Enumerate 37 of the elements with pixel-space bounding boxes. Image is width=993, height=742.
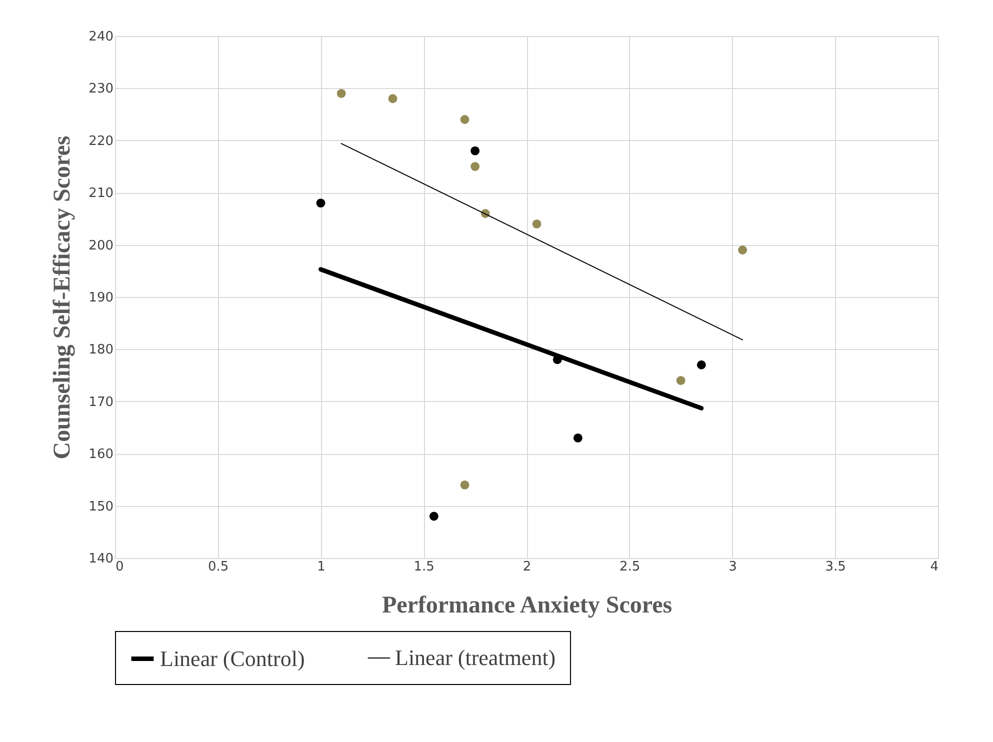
y-tick-label: 210 — [88, 186, 114, 202]
y-tick-label: 150 — [88, 499, 114, 514]
y-axis-title: Counseling Self-Efficacy Scores — [50, 136, 76, 460]
x-tick-label: 1 — [317, 560, 326, 574]
x-tick-label: 4 — [930, 560, 938, 574]
point — [460, 115, 470, 124]
x-tick-label: 2 — [522, 560, 532, 574]
y-tick-label: 220 — [88, 134, 114, 149]
point — [460, 480, 470, 490]
x-axis-title: Performance Anxiety Scores — [382, 592, 672, 618]
y-tick-label: 160 — [88, 447, 114, 462]
point — [696, 360, 706, 370]
point — [316, 198, 326, 208]
y-tick-label: 140 — [88, 552, 114, 566]
y-tick-label: 180 — [88, 342, 114, 358]
x-tick-label: 0 — [116, 560, 124, 574]
point — [532, 219, 542, 228]
point — [470, 162, 480, 171]
x-tick-label: 3 — [728, 560, 737, 574]
y-tick-label: 240 — [88, 30, 114, 44]
x-tick-label: 3.5 — [825, 560, 846, 574]
point — [738, 246, 748, 254]
x-tick-label: 1.5 — [414, 560, 434, 574]
point — [388, 94, 398, 104]
point — [573, 433, 582, 442]
point — [470, 146, 480, 156]
y-tick-label: 200 — [88, 238, 114, 254]
legend-label: Linear (treatment) — [395, 645, 556, 670]
legend-label: Linear (Control) — [160, 646, 305, 671]
point — [676, 376, 686, 385]
y-tick-label: 190 — [88, 290, 114, 306]
x-tick-label: 2.5 — [620, 560, 640, 574]
y-tick-label: 230 — [88, 82, 114, 97]
x-tick-label: 0.5 — [208, 560, 229, 574]
point — [336, 88, 346, 98]
point — [429, 512, 438, 521]
y-tick-label: 170 — [88, 394, 114, 410]
